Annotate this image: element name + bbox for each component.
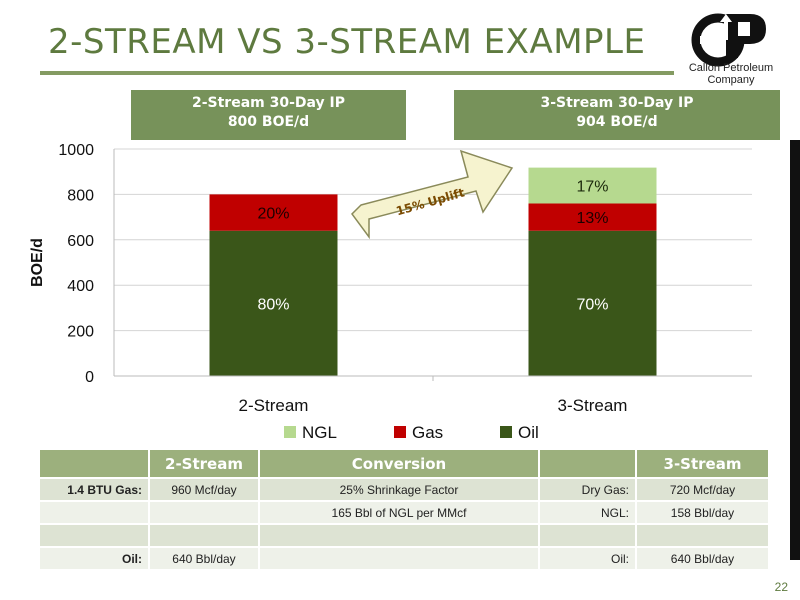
table-header-cell: Conversion xyxy=(260,450,540,479)
logo-text-line2: Company xyxy=(707,74,755,86)
table-cell xyxy=(150,502,260,525)
y-tick-label: 200 xyxy=(67,324,94,341)
x-tick-label: 3-Stream xyxy=(558,396,628,415)
data-label: 80% xyxy=(257,296,289,313)
table-cell: Dry Gas: xyxy=(540,479,637,502)
side-accent-bar xyxy=(790,140,800,560)
data-label: 17% xyxy=(576,179,608,196)
ip-box-3-stream-title: 3-Stream 30-Day IP xyxy=(540,95,694,111)
logo-text-line1: Callon Petroleum xyxy=(688,62,774,74)
table-row: 1.4 BTU Gas: 960 Mcf/day 25% Shrinkage F… xyxy=(40,479,770,502)
stacked-bar-chart: 80%20%70%13%17% 15% Uplift 0200400600800… xyxy=(29,142,752,442)
legend-label: Oil xyxy=(518,423,539,442)
ip-box-3-stream-value: 904 BOE/d xyxy=(576,114,658,130)
bar-segment-ngl xyxy=(528,167,657,204)
legend-label: NGL xyxy=(302,423,337,442)
legend-swatch-gas xyxy=(394,426,406,438)
ip-box-2-stream: 2-Stream 30-Day IP 800 BOE/d xyxy=(131,90,406,140)
legend-label: Gas xyxy=(412,423,443,442)
x-tick-label: 2-Stream xyxy=(239,396,309,415)
table-cell: 25% Shrinkage Factor xyxy=(260,479,540,502)
ip-box-2-stream-value: 800 BOE/d xyxy=(227,114,310,130)
y-tick-label: 1000 xyxy=(58,142,94,159)
slide-title: 2-STREAM VS 3-STREAM EXAMPLE xyxy=(48,22,646,62)
bar-segment-oil xyxy=(209,230,338,376)
y-tick-label: 800 xyxy=(67,187,94,204)
table-cell: 960 Mcf/day xyxy=(150,479,260,502)
data-label: 13% xyxy=(576,210,608,227)
table-cell xyxy=(150,525,260,548)
table-row: Oil: 640 Bbl/day Oil: 640 Bbl/day xyxy=(40,548,770,571)
data-label: 70% xyxy=(576,296,608,313)
stream-comparison-table: 2-Stream Conversion 3-Stream 1.4 BTU Gas… xyxy=(40,450,770,571)
legend-swatch-ngl xyxy=(284,426,296,438)
bar-segment-gas xyxy=(528,203,657,231)
table-cell xyxy=(260,548,540,571)
table-cell: 720 Mcf/day xyxy=(637,479,770,502)
bar-segment-oil xyxy=(528,230,657,376)
table-cell xyxy=(637,525,770,548)
table-cell xyxy=(260,525,540,548)
table-header-cell: 2-Stream xyxy=(150,450,260,479)
table-cell: NGL: xyxy=(540,502,637,525)
y-tick-label: 400 xyxy=(67,278,94,295)
table-cell xyxy=(40,525,150,548)
table-cell: 640 Bbl/day xyxy=(637,548,770,571)
y-tick-label: 0 xyxy=(85,369,94,386)
data-label: 20% xyxy=(257,206,289,223)
table-cell: 1.4 BTU Gas: xyxy=(40,479,150,502)
uplift-arrow xyxy=(351,149,514,240)
table-row xyxy=(40,525,770,548)
table-cell xyxy=(540,525,637,548)
table-header-cell: 3-Stream xyxy=(637,450,770,479)
y-tick-label: 600 xyxy=(67,233,94,250)
bar-segment-gas xyxy=(209,194,338,231)
table-cell: 165 Bbl of NGL per MMcf xyxy=(260,502,540,525)
ip-box-3-stream: 3-Stream 30-Day IP 904 BOE/d xyxy=(454,90,780,140)
callon-logo-icon xyxy=(691,13,766,67)
logo-text: Callon Petroleum Company xyxy=(676,62,786,86)
table-cell: Oil: xyxy=(40,548,150,571)
table-row: 165 Bbl of NGL per MMcf NGL: 158 Bbl/day xyxy=(40,502,770,525)
legend-swatch-oil xyxy=(500,426,512,438)
table-header-cell xyxy=(540,450,637,479)
ip-box-2-stream-title: 2-Stream 30-Day IP xyxy=(191,95,346,111)
table-cell: 158 Bbl/day xyxy=(637,502,770,525)
y-axis-title: BOE/d xyxy=(29,238,46,287)
table-header-cell xyxy=(40,450,150,479)
table-cell xyxy=(40,502,150,525)
table-header-row: 2-Stream Conversion 3-Stream xyxy=(40,450,770,479)
page-number: 22 xyxy=(774,580,788,594)
table-cell: Oil: xyxy=(540,548,637,571)
table-cell: 640 Bbl/day xyxy=(150,548,260,571)
title-underline xyxy=(40,71,674,75)
